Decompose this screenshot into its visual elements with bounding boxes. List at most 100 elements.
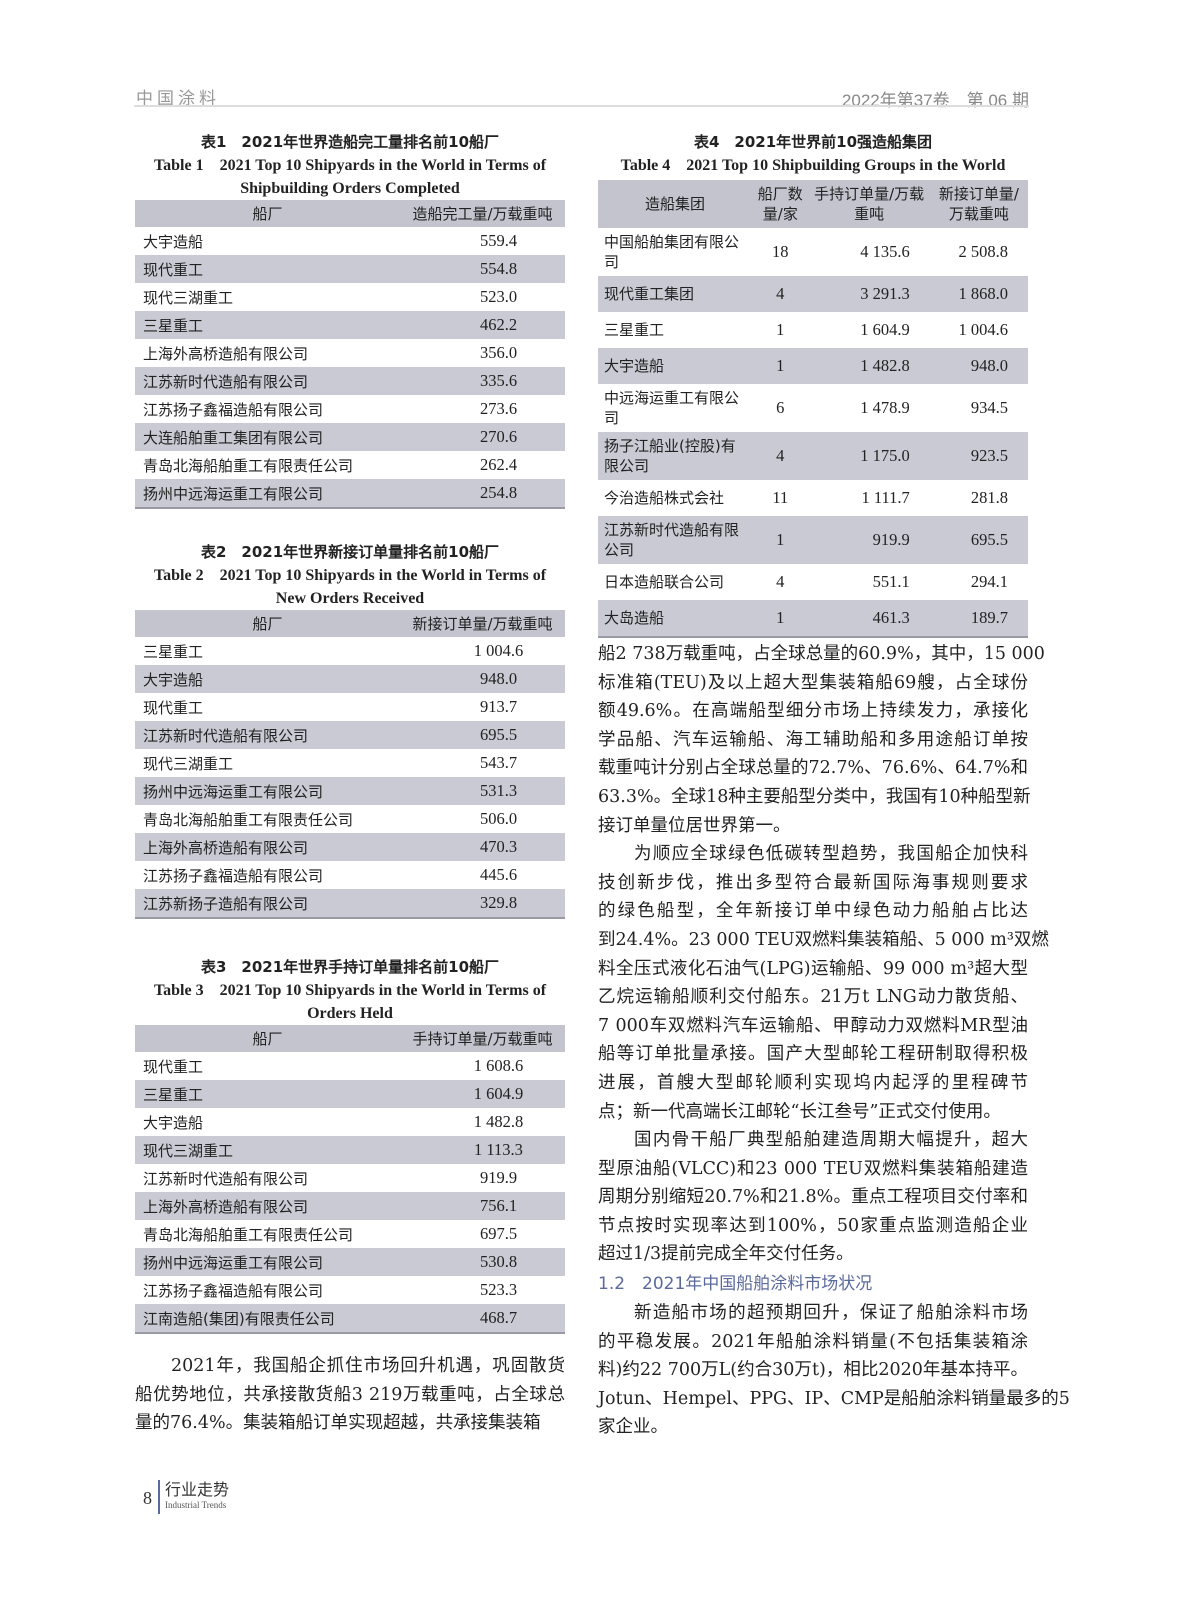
text-line: 节点按时实现率达到100%，50家重点监测造船企业 <box>598 1215 1028 1236</box>
cell-value: 4 <box>752 432 809 480</box>
table-row: 三星重工 1 604.9 <box>135 1080 565 1108</box>
cell-value: 923.5 <box>929 432 1028 480</box>
cell-value: 356.0 <box>479 343 518 362</box>
table1-block: 表1 2021年世界造船完工量排名前10船厂 Table 1 2021 Top … <box>135 130 565 509</box>
column-header: 手持订单量/万载重吨 <box>400 1025 565 1052</box>
table-row: 青岛北海船舶重工有限责任公司 506.0 <box>135 805 565 833</box>
table-row: 现代三湖重工 523.0 <box>135 283 565 311</box>
section-heading: 1.2 2021年中国船舶涂料市场状况 <box>598 1274 873 1295</box>
cell-value: 1 604.9 <box>400 1080 565 1108</box>
row-label: 现代重工 <box>143 1057 204 1076</box>
table-header-row: 船厂 手持订单量/万载重吨 <box>135 1025 565 1052</box>
text-line: 载重吨计分别占全球总量的72.7%、76.6%、64.7%和 <box>598 758 1028 779</box>
text-line: 超过1/3提前完成全年交付任务。 <box>598 1244 854 1265</box>
text-line: 国内骨干船厂典型船舶建造周期大幅提升，超大 <box>634 1130 1028 1151</box>
table-row: 大宇造船 1 1 482.8 948.0 <box>598 348 1028 384</box>
text-line: 2021年，我国船企抓住市场回升机遇，巩固散货 <box>171 1356 565 1376</box>
table-row: 扬州中远海运重工有限公司 254.8 <box>135 479 565 508</box>
table-row: 江苏新时代造船有限公司 919.9 <box>135 1164 565 1192</box>
row-label: 现代重工 <box>135 255 400 283</box>
table-row: 扬州中远海运重工有限公司 531.3 <box>135 777 565 805</box>
body-paragraph: 船2 738万载重吨，占全球总量的60.9%，其中，15 000 标准箱(TEU)… <box>598 640 1045 840</box>
cell-value: 506.0 <box>479 809 518 828</box>
table-row: 今治造船株式会社 11 1 111.7 281.8 <box>598 480 1028 516</box>
cell-value: 6 <box>776 398 785 417</box>
table-row: 大宇造船 1 482.8 <box>135 1108 565 1136</box>
row-label: 江苏扬子鑫福造船有限公司 <box>143 400 324 419</box>
text-line: 的平稳发展。2021年船舶涂料销量(不包括集装箱涂 <box>598 1331 1028 1352</box>
table3-caption-en: Table 3 2021 Top 10 Shipyards in the Wor… <box>153 982 547 1022</box>
row-label: 江南造船(集团)有限责任公司 <box>135 1304 400 1333</box>
text-line: 接订单量位居世界第一。 <box>598 815 791 836</box>
cell-value: 697.5 <box>479 1224 518 1243</box>
row-label: 现代重工 <box>143 698 204 717</box>
row-label: 扬子江船业(控股)有限公司 <box>598 432 752 480</box>
text-line: 的绿色船型，全年新接订单中绿色动力船舶占比达 <box>598 901 1028 922</box>
cell-value: 4 135.6 <box>860 242 910 261</box>
cell-value: 523.0 <box>479 287 518 306</box>
cell-value: 1 <box>752 600 809 637</box>
column-header: 造船集团 <box>598 180 752 228</box>
table-row: 现代重工 913.7 <box>135 693 565 721</box>
row-label: 扬州中远海运重工有限公司 <box>135 777 400 805</box>
table-row: 大宇造船 948.0 <box>135 665 565 693</box>
header-divider <box>134 105 1029 107</box>
row-label: 三星重工 <box>135 311 400 339</box>
table-row: 上海外高桥造船有限公司 470.3 <box>135 833 565 861</box>
row-label: 江苏新时代造船有限公司 <box>598 516 752 564</box>
footer-section-cn: 行业走势 <box>165 1480 230 1499</box>
cell-value: 559.4 <box>479 231 518 250</box>
body-paragraph: 为顺应全球绿色低碳转型趋势，我国船企加快科 技创新步伐，推出多型符合最新国际海事规… <box>598 840 1049 1126</box>
body-paragraph: 新造船市场的超预期回升，保证了船舶涂料市场 的平稳发展。2021年船舶涂料销量(不… <box>598 1299 1070 1442</box>
table-row: 日本造船联合公司 4 551.1 294.1 <box>598 564 1028 600</box>
cell-value: 1 478.9 <box>860 398 910 417</box>
table-row: 大岛造船 1 461.3 189.7 <box>598 600 1028 637</box>
row-label: 江苏扬子鑫福造船有限公司 <box>143 1281 324 1300</box>
cell-value: 919.9 <box>808 516 930 564</box>
text-line: 船等订单批量承接。国产大型邮轮工程研制取得积极 <box>598 1044 1028 1065</box>
table-row: 大连船舶重工集团有限公司 270.6 <box>135 423 565 451</box>
row-label: 现代三湖重工 <box>143 754 234 773</box>
row-label: 大连船舶重工集团有限公司 <box>135 423 400 451</box>
cell-value: 913.7 <box>479 697 518 716</box>
table-row: 江苏扬子鑫福造船有限公司 523.3 <box>135 1276 565 1304</box>
cell-value: 948.0 <box>929 348 1028 384</box>
table-row: 现代重工 1 608.6 <box>135 1052 565 1080</box>
cell-value: 462.2 <box>400 311 565 339</box>
row-label: 扬州中远海运重工有限公司 <box>135 479 400 508</box>
cell-value: 756.1 <box>400 1192 565 1220</box>
cell-value: 530.8 <box>400 1248 565 1276</box>
row-label: 大宇造船 <box>598 348 752 384</box>
cell-value: 1 604.9 <box>860 320 910 339</box>
cell-value: 1 608.6 <box>473 1056 524 1075</box>
cell-value: 262.4 <box>479 455 518 474</box>
table2-caption-cn: 表2 2021年世界新接订单量排名前10船厂 <box>200 543 500 561</box>
table2-caption-en: Table 2 2021 Top 10 Shipyards in the Wor… <box>153 567 547 607</box>
table-row: 江苏扬子鑫福造船有限公司 445.6 <box>135 861 565 889</box>
text-line: 量的76.4%。集装箱船订单实现超越，共承接集装箱 <box>135 1413 541 1434</box>
table-row: 现代三湖重工 1 113.3 <box>135 1136 565 1164</box>
cell-value: 1 <box>776 320 785 339</box>
table1-caption-en: Table 1 2021 Top 10 Shipyards in the Wor… <box>153 157 547 197</box>
table-row: 江南造船(集团)有限责任公司 468.7 <box>135 1304 565 1333</box>
row-label: 日本造船联合公司 <box>604 573 725 591</box>
table3-caption-cn: 表3 2021年世界手持订单量排名前10船厂 <box>200 958 500 976</box>
cell-value: 934.5 <box>970 398 1008 417</box>
row-label: 江苏扬子鑫福造船有限公司 <box>143 866 324 885</box>
cell-value: 294.1 <box>970 572 1008 591</box>
table-row: 青岛北海船舶重工有限责任公司 697.5 <box>135 1220 565 1248</box>
row-label: 青岛北海船舶重工有限责任公司 <box>143 1225 354 1244</box>
right-body: 船2 738万载重吨，占全球总量的60.9%，其中，15 000 标准箱(TEU)… <box>598 640 1070 1442</box>
table3-block: 表3 2021年世界手持订单量排名前10船厂 Table 3 2021 Top … <box>135 955 565 1334</box>
text-line: 63.3%。全球18种主要船型分类中，我国有10种船型新 <box>598 786 1031 807</box>
table-row: 中国船舶集团有限公司 18 4 135.6 2 508.8 <box>598 228 1028 276</box>
cell-value: 531.3 <box>400 777 565 805</box>
cell-value: 335.6 <box>400 367 565 395</box>
cell-value: 695.5 <box>929 516 1028 564</box>
row-label: 上海外高桥造船有限公司 <box>135 1192 400 1220</box>
row-label: 现代三湖重工 <box>135 1136 400 1164</box>
table-row: 江苏新时代造船有限公司 1 919.9 695.5 <box>598 516 1028 564</box>
text-line: 进展，首艘大型邮轮顺利实现坞内起浮的里程碑节 <box>598 1072 1028 1093</box>
row-label: 上海外高桥造船有限公司 <box>135 833 400 861</box>
table-row: 江苏新时代造船有限公司 695.5 <box>135 721 565 749</box>
